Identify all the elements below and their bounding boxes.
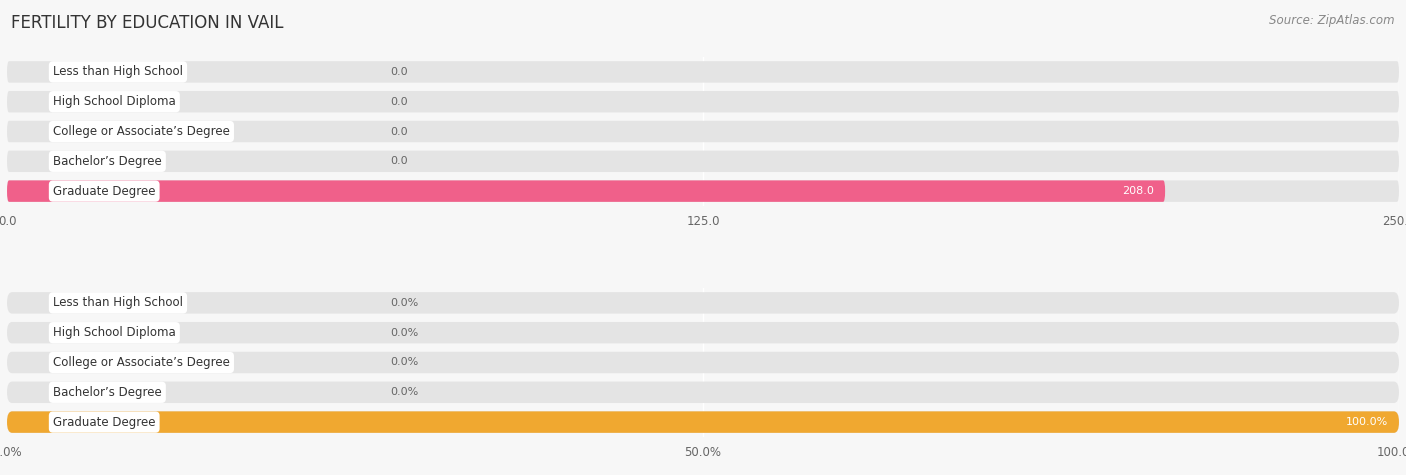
FancyBboxPatch shape (7, 411, 1399, 433)
Text: 0.0%: 0.0% (389, 298, 418, 308)
Text: FERTILITY BY EDUCATION IN VAIL: FERTILITY BY EDUCATION IN VAIL (11, 14, 284, 32)
Text: High School Diploma: High School Diploma (53, 95, 176, 108)
Text: 0.0: 0.0 (389, 156, 408, 166)
FancyBboxPatch shape (7, 121, 1399, 142)
Text: Bachelor’s Degree: Bachelor’s Degree (53, 386, 162, 399)
Text: 0.0: 0.0 (389, 126, 408, 136)
Text: College or Associate’s Degree: College or Associate’s Degree (53, 125, 229, 138)
Text: Less than High School: Less than High School (53, 296, 183, 309)
Text: High School Diploma: High School Diploma (53, 326, 176, 339)
FancyBboxPatch shape (7, 180, 1399, 202)
Text: College or Associate’s Degree: College or Associate’s Degree (53, 356, 229, 369)
Text: 0.0%: 0.0% (389, 387, 418, 397)
Text: Less than High School: Less than High School (53, 66, 183, 78)
FancyBboxPatch shape (7, 411, 1399, 433)
Text: Graduate Degree: Graduate Degree (53, 416, 156, 428)
FancyBboxPatch shape (7, 61, 1399, 83)
FancyBboxPatch shape (7, 381, 1399, 403)
FancyBboxPatch shape (7, 180, 1166, 202)
Text: 0.0: 0.0 (389, 97, 408, 107)
FancyBboxPatch shape (7, 292, 1399, 314)
Text: 100.0%: 100.0% (1346, 417, 1388, 427)
FancyBboxPatch shape (7, 352, 1399, 373)
Text: Bachelor’s Degree: Bachelor’s Degree (53, 155, 162, 168)
FancyBboxPatch shape (7, 322, 1399, 343)
Text: Source: ZipAtlas.com: Source: ZipAtlas.com (1270, 14, 1395, 27)
FancyBboxPatch shape (7, 151, 1399, 172)
Text: 208.0: 208.0 (1122, 186, 1154, 196)
Text: 0.0%: 0.0% (389, 328, 418, 338)
Text: 0.0%: 0.0% (389, 358, 418, 368)
FancyBboxPatch shape (7, 91, 1399, 113)
Text: Graduate Degree: Graduate Degree (53, 185, 156, 198)
Text: 0.0: 0.0 (389, 67, 408, 77)
